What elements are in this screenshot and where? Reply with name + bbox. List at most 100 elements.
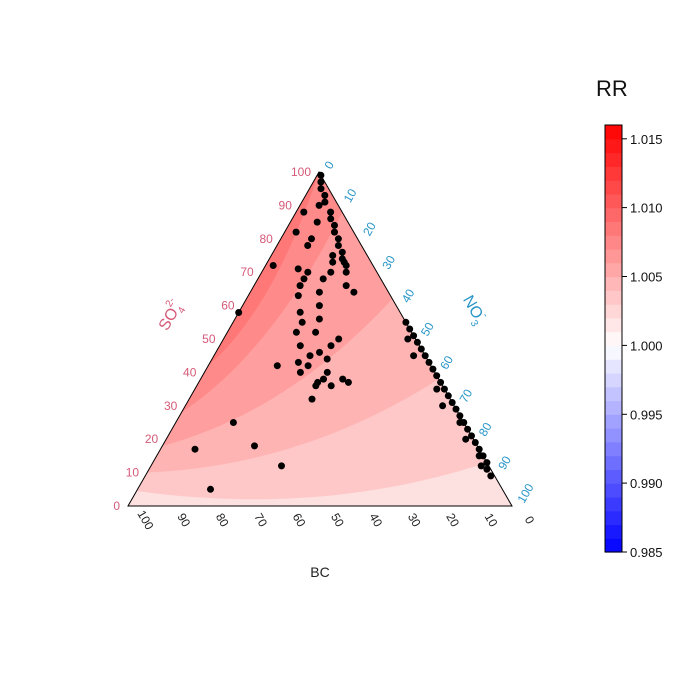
data-point [316,348,323,356]
data-point [425,358,433,366]
colorbar-swatch [605,138,622,154]
data-point [440,385,448,393]
left-tick-label: 10 [126,466,140,480]
data-point [321,191,329,199]
data-point [464,425,472,433]
data-point [329,258,337,266]
bottom-tick-label: 80 [213,511,232,530]
data-point [300,208,308,216]
colorbar-swatch [605,524,622,539]
colorbar-swatch [605,221,622,236]
bottom-tick-label: 30 [405,511,424,530]
data-points [191,171,495,493]
data-point [327,382,335,390]
data-point [294,265,302,273]
data-point [483,459,491,467]
data-point [207,485,214,493]
bottom-tick-label: 90 [174,511,193,530]
data-point [335,335,343,343]
data-point [487,472,495,480]
left-tick-label: 90 [279,198,293,212]
right-tick-label: 40 [399,286,418,305]
data-point [304,242,312,249]
colorbar-swatch [605,414,622,429]
data-point [344,378,352,386]
right-tick-label: 50 [418,320,437,339]
data-point [410,352,418,360]
data-point [456,412,464,420]
bottom-axis-title: BC [310,564,329,580]
right-tick-label: 70 [457,386,476,405]
right-tick-label: 80 [476,420,495,439]
left-tick-label: 70 [240,265,254,279]
data-point [462,435,470,443]
colorbar-title: RR [596,76,628,101]
data-point [296,282,304,290]
colorbar-swatch [605,441,622,457]
data-point [334,242,342,249]
data-point [475,452,483,460]
data-point [350,288,358,296]
data-point [229,419,237,426]
data-point [444,392,452,400]
data-point [340,258,348,266]
data-point [404,335,412,343]
data-point [327,342,335,350]
data-point [475,445,483,453]
colorbar-swatch [605,372,622,388]
colorbar-ticks: 1.015 1.010 1.005 1.000 0.995 0.990 0.985 [622,132,663,560]
data-point [437,378,445,386]
data-point [315,315,323,323]
right-tick-label: 30 [379,253,398,272]
colorbar-tick-label: 1.005 [630,270,663,285]
data-point [296,368,304,376]
colorbar-swatch [605,359,622,374]
data-point [298,318,306,326]
data-point [319,275,327,283]
data-point [439,402,447,410]
bottom-tick-label: 60 [290,511,309,530]
data-point [483,465,491,473]
data-point [327,215,335,223]
data-point [308,395,316,403]
bottom-tick-label: 0 [522,514,538,527]
colorbar-tick-label: 1.010 [630,201,663,216]
colorbar-swatch [605,400,622,415]
data-point [433,385,441,393]
colorbar-tick-label: 0.990 [630,476,663,491]
data-point [329,252,337,259]
left-tick-label: 50 [202,332,216,346]
colorbar-swatch [605,386,622,402]
colorbar-swatch [605,331,622,346]
left-tick-label: 60 [221,299,235,313]
left-tick-label: 0 [113,499,120,513]
data-point [421,352,429,360]
colorbar [604,124,623,553]
data-point [456,419,464,426]
data-point [313,218,321,226]
data-point [331,221,338,229]
data-point [292,228,300,236]
colorbar-swatch [605,496,622,512]
colorbar-swatch [605,276,622,291]
data-point [296,308,304,316]
colorbar-swatch [605,304,622,319]
data-point [312,328,320,336]
data-point [269,262,277,269]
colorbar-swatch [605,290,622,305]
left-tick-label: 40 [183,365,197,379]
bottom-tick-label: 70 [251,511,270,530]
colorbar-swatch [605,235,622,250]
right-axis-title: NO3- [456,291,493,329]
colorbar-swatch [605,510,622,526]
colorbar-swatch [605,455,622,470]
colorbar-swatch [605,180,622,195]
data-point [429,365,437,373]
colorbar-swatch [605,538,622,553]
right-tick-label: 20 [360,219,379,238]
data-point [338,248,346,256]
data-point [321,198,329,206]
data-point [304,362,312,370]
bottom-tick-label: 50 [328,511,347,530]
data-point [410,332,418,340]
